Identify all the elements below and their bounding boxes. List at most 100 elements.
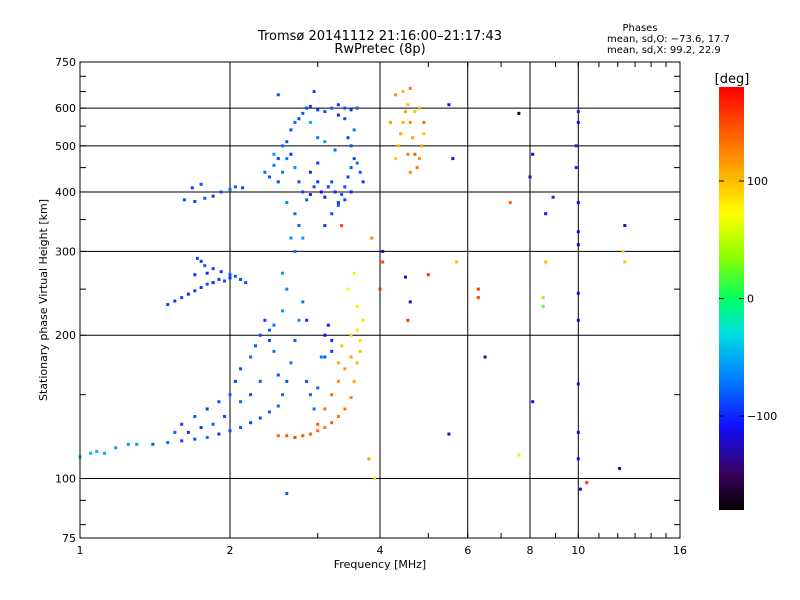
- axis-ticks: 1 2 4 6 8 10 16 75 100 200 300 400 500 600 750: [55, 56, 687, 557]
- x-tick-label: 6: [464, 544, 471, 557]
- echo-point: [312, 185, 316, 189]
- echo-point: [576, 120, 580, 124]
- echo-point: [323, 407, 327, 411]
- echo-point: [267, 175, 271, 179]
- echo-point: [301, 236, 305, 240]
- echo-point: [316, 386, 320, 390]
- echo-point: [316, 161, 320, 165]
- echo-point: [408, 170, 412, 174]
- echo-point: [305, 198, 309, 202]
- echo-point: [312, 407, 316, 411]
- echo-point: [326, 185, 330, 189]
- echo-point: [289, 152, 293, 156]
- echo-point: [420, 144, 424, 148]
- echo-point: [349, 333, 353, 337]
- y-tick-label: 500: [55, 140, 76, 153]
- echo-point: [249, 355, 253, 359]
- echo-point: [330, 421, 334, 425]
- grid-lines: [80, 62, 680, 538]
- echo-point: [219, 270, 223, 274]
- echo-point: [358, 170, 362, 174]
- echo-point: [195, 256, 199, 260]
- echo-point: [217, 277, 221, 281]
- echo-point: [367, 457, 371, 461]
- y-tick-label: 100: [55, 473, 76, 486]
- echo-point: [263, 170, 267, 174]
- echo-point: [340, 193, 344, 197]
- echo-point: [358, 349, 362, 353]
- echo-point: [289, 236, 293, 240]
- echo-point: [308, 393, 312, 397]
- echo-point: [406, 103, 410, 107]
- echo-point: [267, 338, 271, 342]
- echo-point: [349, 144, 353, 148]
- echo-point: [323, 333, 327, 337]
- echo-point: [239, 425, 243, 429]
- y-tick-label: 400: [55, 186, 76, 199]
- echo-point: [336, 379, 340, 383]
- echo-point: [394, 157, 398, 161]
- echo-point: [336, 113, 340, 117]
- y-tick-label: 300: [55, 245, 76, 258]
- echo-point: [355, 328, 359, 332]
- echo-point: [135, 442, 139, 446]
- echo-point: [333, 148, 337, 152]
- echo-point: [276, 434, 280, 438]
- x-tick-label: 8: [527, 544, 534, 557]
- echo-point: [103, 451, 107, 455]
- echo-point: [411, 136, 415, 140]
- echo-point: [389, 120, 393, 124]
- echo-point: [378, 287, 382, 291]
- echo-point: [406, 318, 410, 322]
- echo-point: [203, 264, 207, 268]
- echo-point: [193, 437, 197, 441]
- echo-point: [508, 201, 512, 205]
- echo-point: [126, 442, 130, 446]
- x-tick-label: 2: [227, 544, 234, 557]
- echo-point: [531, 400, 535, 404]
- echo-point: [293, 166, 297, 170]
- echo-point: [323, 110, 327, 114]
- echo-point: [301, 300, 305, 304]
- echo-point: [316, 136, 320, 140]
- echo-point: [316, 180, 320, 184]
- echo-point: [217, 432, 221, 436]
- echo-point: [258, 379, 262, 383]
- echo-point: [316, 422, 320, 426]
- echo-point: [193, 414, 197, 418]
- echo-point: [343, 407, 347, 411]
- echo-point: [422, 132, 426, 136]
- echo-point: [205, 271, 209, 275]
- echo-point: [258, 333, 262, 337]
- echo-point: [336, 201, 340, 205]
- echo-point: [401, 120, 405, 124]
- echo-point: [541, 304, 545, 308]
- echo-point: [544, 260, 548, 264]
- echo-point: [276, 373, 280, 377]
- echo-point: [330, 393, 334, 397]
- phase-stats-x: mean, sd,X: 99.2, 22.9: [607, 45, 721, 56]
- echo-point: [228, 187, 232, 191]
- echo-point: [394, 93, 398, 97]
- echo-point: [244, 281, 248, 285]
- echo-point: [346, 287, 350, 291]
- echo-point: [89, 451, 93, 455]
- echo-point: [576, 201, 580, 205]
- echo-point: [323, 140, 327, 144]
- y-tick-label: 200: [55, 329, 76, 342]
- echo-point: [281, 271, 285, 275]
- echo-point: [330, 349, 334, 353]
- colorbar-tick-label: −100: [747, 410, 777, 423]
- echo-point: [417, 157, 421, 161]
- echo-point: [336, 414, 340, 418]
- echo-point: [217, 400, 221, 404]
- echo-point: [618, 466, 622, 470]
- echo-point: [373, 477, 377, 481]
- phase-stats-o: mean, sd,O: −73.6, 17.7: [607, 34, 730, 45]
- echo-point: [297, 318, 301, 322]
- echo-point: [285, 379, 289, 383]
- echo-point: [205, 282, 209, 286]
- echo-point: [305, 379, 309, 383]
- echo-point: [323, 355, 327, 359]
